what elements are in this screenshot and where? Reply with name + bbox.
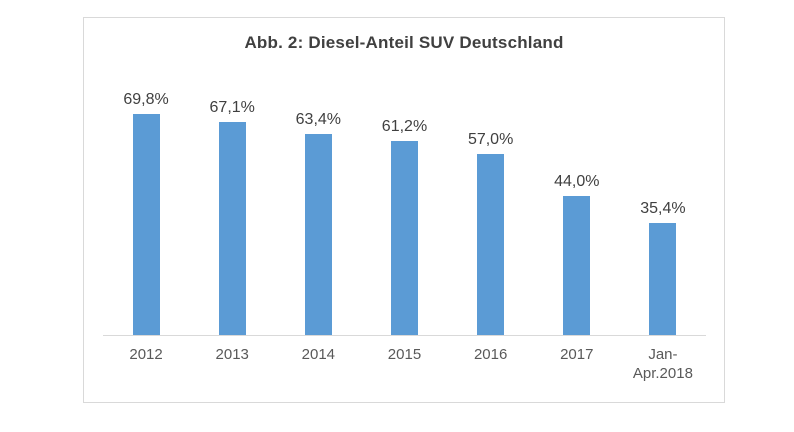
bar xyxy=(132,113,160,335)
bar xyxy=(477,154,505,335)
bar-group: 44,0% xyxy=(534,18,620,335)
bar-group: 69,8% xyxy=(103,18,189,335)
x-tick-label: 2017 xyxy=(560,346,594,363)
bar-group: 63,4% xyxy=(275,18,361,335)
x-tick-label: Jan- Apr.2018 xyxy=(632,346,693,382)
bar-value-label: 61,2% xyxy=(381,118,428,135)
bar-value-label: 69,8% xyxy=(123,90,169,108)
plot-area: 69,8% 67,1% 63,4% 61,2% 57,0% 44,0% 35,4% xyxy=(103,18,706,335)
bar-group: 61,2% xyxy=(361,18,447,335)
x-tick-label: 2014 xyxy=(301,346,336,363)
x-tick-label: 2012 xyxy=(129,346,163,363)
bar-group: 67,1% xyxy=(189,18,275,335)
x-tick-label: 2016 xyxy=(473,346,508,363)
bar-value-label: 35,4% xyxy=(640,199,686,217)
bar-value-label: 63,4% xyxy=(295,111,342,129)
x-tick-label: 2013 xyxy=(215,346,249,363)
chart-frame: Abb. 2: Diesel-Anteil SUV Deutschland 69… xyxy=(83,17,725,403)
bar xyxy=(390,141,418,335)
bar xyxy=(218,122,246,335)
bar-value-label: 44,0% xyxy=(554,172,600,190)
bar-value-label: 57,0% xyxy=(467,131,514,149)
chart-title: Abb. 2: Diesel-Anteil SUV Deutschland xyxy=(244,33,564,52)
x-axis-labels: 2012 2013 2014 2015 2016 2017 Jan- Apr.2018 xyxy=(103,345,706,383)
x-axis-line xyxy=(103,335,706,336)
bar xyxy=(304,134,332,335)
bar xyxy=(649,222,677,335)
bar-group: 57,0% xyxy=(448,18,534,335)
bar-group: 35,4% xyxy=(620,18,706,335)
x-tick-label: 2015 xyxy=(387,346,422,363)
bar xyxy=(563,195,591,335)
bar-value-label: 67,1% xyxy=(209,99,255,117)
